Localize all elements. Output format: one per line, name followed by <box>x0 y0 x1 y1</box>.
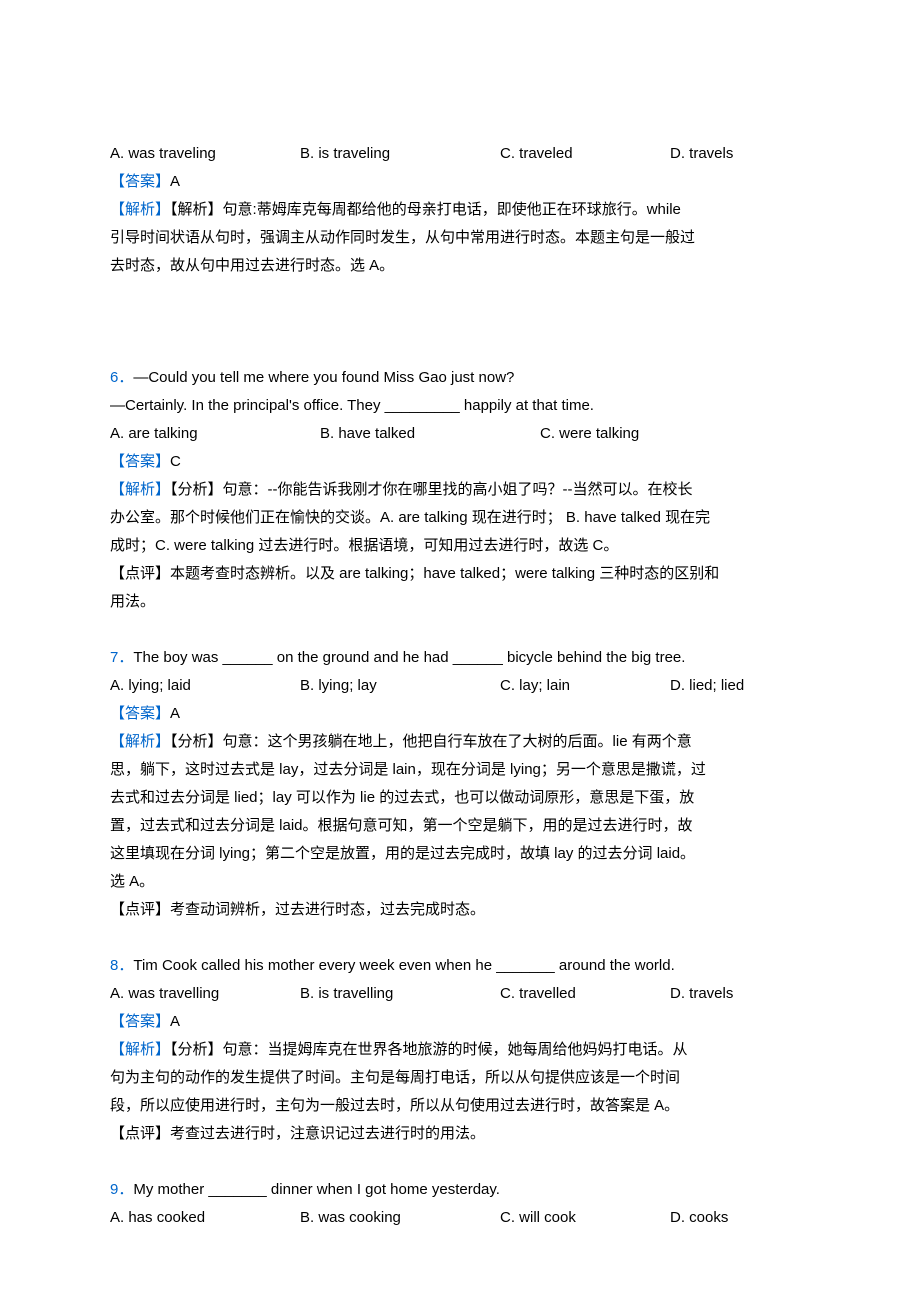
q6-comment-line-2: 用法。 <box>110 588 810 616</box>
explain-tag: 【分析】 <box>170 733 223 750</box>
q8-option-c: C. travelled <box>500 980 670 1008</box>
q6-answer-line: 【答案】C <box>110 448 810 476</box>
q8-number: 8． <box>110 957 133 974</box>
q6-stem-text-1: —Could you tell me where you found Miss … <box>133 369 514 386</box>
explain-tag: 【解析】 <box>170 201 223 218</box>
explain-text: 句意：当提姆库克在世界各地旅游的时候，她每周给他妈妈打电话。从 <box>223 1041 688 1058</box>
q9-option-c: C. will cook <box>500 1204 670 1232</box>
q8-comment-line-1: 【点评】考查过去进行时，注意识记过去进行时的用法。 <box>110 1120 810 1148</box>
answer-label: 【答案】 <box>110 1013 170 1030</box>
q6-comment-line-1: 【点评】本题考查时态辨析。以及 are talking；have talked；… <box>110 560 810 588</box>
q6-option-a: A. are talking <box>110 420 320 448</box>
explain-tag: 【分析】 <box>170 481 223 498</box>
spacer <box>110 616 810 644</box>
explain-label: 【解析】 <box>110 481 170 498</box>
q8-stem-text: Tim Cook called his mother every week ev… <box>133 957 674 974</box>
answer-label: 【答案】 <box>110 453 170 470</box>
q7-option-d: D. lied; lied <box>670 672 810 700</box>
q9-option-b: B. was cooking <box>300 1204 500 1232</box>
q8-options: A. was travelling B. is travelling C. tr… <box>110 980 810 1008</box>
q6-explain-line-1: 【解析】【分析】句意：--你能告诉我刚才你在哪里找的高小姐了吗？--当然可以。在… <box>110 476 810 504</box>
q7-number: 7． <box>110 649 133 666</box>
q7-options: A. lying; laid B. lying; lay C. lay; lai… <box>110 672 810 700</box>
q7-option-b: B. lying; lay <box>300 672 500 700</box>
spacer <box>110 280 810 336</box>
q5-answer-line: 【答案】A <box>110 168 810 196</box>
q8-option-a: A. was travelling <box>110 980 300 1008</box>
explain-label: 【解析】 <box>110 733 170 750</box>
q7-explain-line-3: 去式和过去分词是 lied；lay 可以作为 lie 的过去式，也可以做动词原形… <box>110 784 810 812</box>
q7-explain-line-4: 置，过去式和过去分词是 laid。根据句意可知，第一个空是躺下，用的是过去进行时… <box>110 812 810 840</box>
q7-stem: 7．The boy was ______ on the ground and h… <box>110 644 810 672</box>
q5-explain-line-1: 【解析】【解析】句意:蒂姆库克每周都给他的母亲打电话，即使他正在环球旅行。whi… <box>110 196 810 224</box>
spacer <box>110 924 810 952</box>
q7-explain-line-5: 这里填现在分词 lying；第二个空是放置，用的是过去完成时，故填 lay 的过… <box>110 840 810 868</box>
q7-explain-line-1: 【解析】【分析】句意：这个男孩躺在地上，他把自行车放在了大树的后面。lie 有两… <box>110 728 810 756</box>
q8-explain-line-3: 段，所以应使用进行时，主句为一般过去时，所以从句使用过去进行时，故答案是 A。 <box>110 1092 810 1120</box>
q7-explain-line-6: 选 A。 <box>110 868 810 896</box>
q8-answer-line: 【答案】A <box>110 1008 810 1036</box>
q8-explain-line-2: 句为主句的动作的发生提供了时间。主句是每周打电话，所以从句提供应该是一个时间 <box>110 1064 810 1092</box>
q7-answer: A <box>170 705 180 722</box>
q5-option-d: D. travels <box>670 140 810 168</box>
explain-text: 句意：--你能告诉我刚才你在哪里找的高小姐了吗？--当然可以。在校长 <box>223 481 693 498</box>
q5-explain-line-2: 引导时间状语从句时，强调主从动作同时发生，从句中常用进行时态。本题主句是一般过 <box>110 224 810 252</box>
q9-option-d: D. cooks <box>670 1204 810 1232</box>
q6-stem-2: —Certainly. In the principal's office. T… <box>110 392 810 420</box>
q5-answer: A <box>170 173 180 190</box>
explain-text: 句意：这个男孩躺在地上，他把自行车放在了大树的后面。lie 有两个意 <box>223 733 692 750</box>
explain-label: 【解析】 <box>110 201 170 218</box>
q8-option-b: B. is travelling <box>300 980 500 1008</box>
answer-label: 【答案】 <box>110 705 170 722</box>
q9-number: 9． <box>110 1181 133 1198</box>
spacer <box>110 336 810 364</box>
spacer <box>110 1148 810 1176</box>
q7-answer-line: 【答案】A <box>110 700 810 728</box>
q8-explain-line-1: 【解析】【分析】句意：当提姆库克在世界各地旅游的时候，她每周给他妈妈打电话。从 <box>110 1036 810 1064</box>
q7-comment-line-1: 【点评】考查动词辨析，过去进行时态，过去完成时态。 <box>110 896 810 924</box>
q7-explain-line-2: 思，躺下，这时过去式是 lay，过去分词是 lain，现在分词是 lying；另… <box>110 756 810 784</box>
answer-label: 【答案】 <box>110 173 170 190</box>
q6-explain-line-2: 办公室。那个时候他们正在愉快的交谈。A. are talking 现在进行时； … <box>110 504 810 532</box>
q7-stem-text: The boy was ______ on the ground and he … <box>133 649 685 666</box>
q9-options: A. has cooked B. was cooking C. will coo… <box>110 1204 810 1232</box>
q9-stem-text: My mother _______ dinner when I got home… <box>133 1181 500 1198</box>
q6-answer: C <box>170 453 181 470</box>
q5-option-c: C. traveled <box>500 140 670 168</box>
q7-option-c: C. lay; lain <box>500 672 670 700</box>
q8-answer: A <box>170 1013 180 1030</box>
explain-label: 【解析】 <box>110 1041 170 1058</box>
q5-option-a: A. was traveling <box>110 140 300 168</box>
explain-text: 句意:蒂姆库克每周都给他的母亲打电话，即使他正在环球旅行。while <box>223 201 681 218</box>
q5-option-b: B. is traveling <box>300 140 500 168</box>
q9-stem: 9．My mother _______ dinner when I got ho… <box>110 1176 810 1204</box>
q5-explain-line-3: 去时态，故从句中用过去进行时态。选 A。 <box>110 252 810 280</box>
explain-tag: 【分析】 <box>170 1041 223 1058</box>
q6-explain-line-3: 成时；C. were talking 过去进行时。根据语境，可知用过去进行时，故… <box>110 532 810 560</box>
q8-option-d: D. travels <box>670 980 810 1008</box>
q6-number: 6． <box>110 369 133 386</box>
q9-option-a: A. has cooked <box>110 1204 300 1232</box>
q6-option-c: C. were talking <box>540 420 810 448</box>
document-page: A. was traveling B. is traveling C. trav… <box>0 0 920 1292</box>
q6-stem-1: 6．—Could you tell me where you found Mis… <box>110 364 810 392</box>
q6-options: A. are talking B. have talked C. were ta… <box>110 420 810 448</box>
q6-option-b: B. have talked <box>320 420 540 448</box>
q5-options: A. was traveling B. is traveling C. trav… <box>110 140 810 168</box>
q8-stem: 8．Tim Cook called his mother every week … <box>110 952 810 980</box>
q7-option-a: A. lying; laid <box>110 672 300 700</box>
